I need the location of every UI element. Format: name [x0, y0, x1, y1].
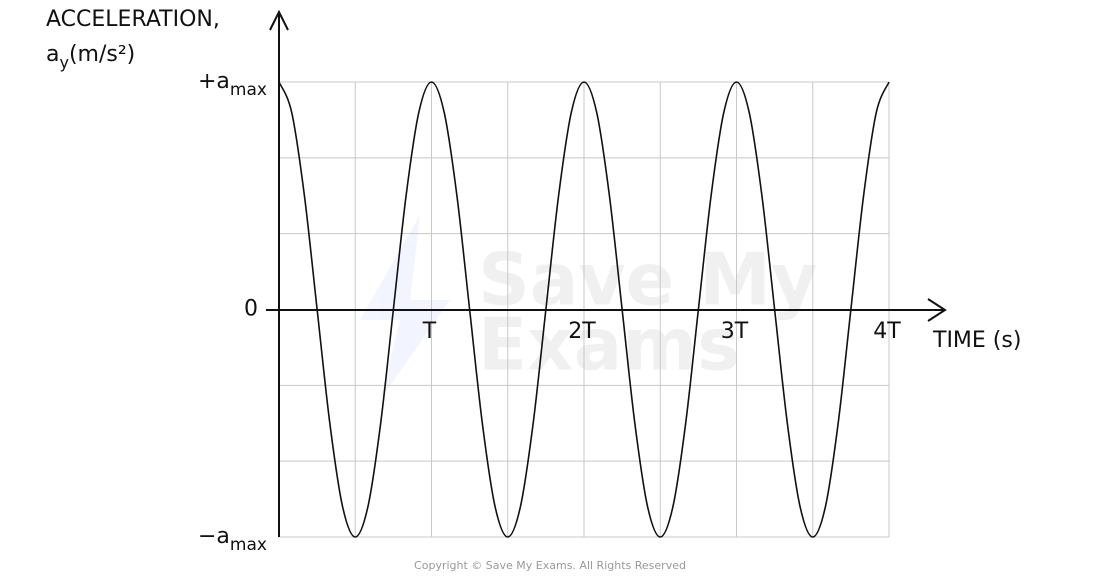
y-axis-unit: ay(m/s²): [46, 42, 135, 72]
y-axis-symbol: a: [46, 42, 59, 67]
y-tick-label: 0: [244, 297, 258, 322]
x-tick-label: 3T: [721, 319, 749, 344]
plot: [278, 81, 890, 538]
x-tick-label: T: [422, 319, 437, 344]
x-tick-label: 4T: [873, 319, 901, 344]
y-tick-label: −amax: [198, 524, 267, 555]
x-tick-label: 2T: [568, 319, 596, 344]
y-tick-symbol: −a: [198, 524, 230, 549]
y-tick-subscript: max: [230, 535, 267, 555]
copyright: Copyright © Save My Exams. All Rights Re…: [414, 559, 686, 572]
watermark-text: Exams: [478, 303, 740, 387]
y-tick-subscript: max: [230, 80, 267, 100]
y-tick-label: +amax: [198, 69, 267, 100]
watermark: Save My Exams: [360, 215, 818, 400]
y-axis-subscript: y: [59, 53, 68, 72]
y-tick-symbol: +a: [198, 69, 230, 94]
watermark-text: Save My: [478, 238, 818, 322]
y-axis-units: (m/s²): [69, 42, 135, 67]
x-axis: [266, 298, 947, 322]
line: [278, 81, 890, 538]
x-axis-title: TIME (s): [932, 328, 1021, 353]
y-axis: [269, 9, 289, 537]
grid: [278, 81, 890, 538]
watermark-logo: [360, 215, 450, 400]
y-axis-title: ACCELERATION,: [46, 7, 220, 32]
